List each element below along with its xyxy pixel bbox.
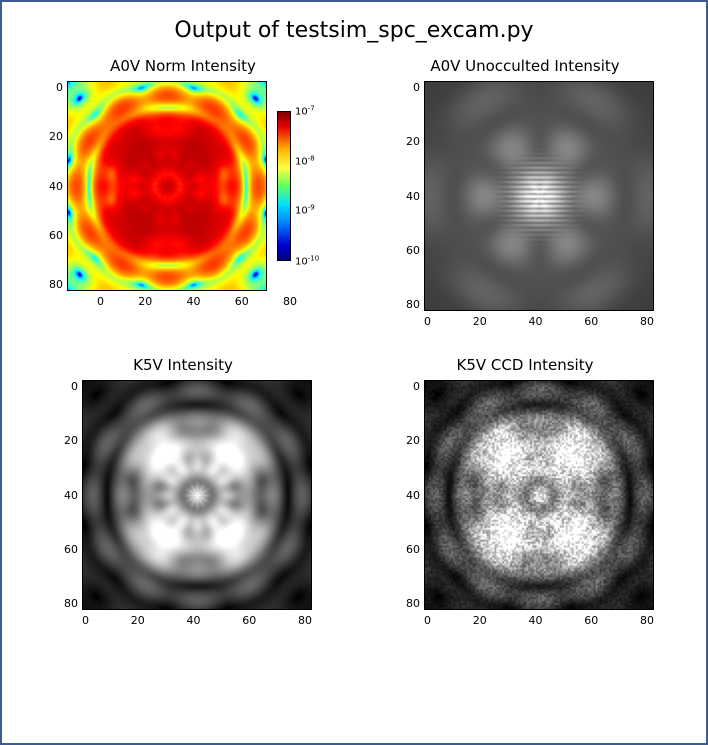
cb-tick-label: 10-7 xyxy=(295,104,315,117)
y-ticks: 0 20 40 60 80 xyxy=(396,81,424,311)
cb-tick-label: 10-8 xyxy=(295,154,315,167)
xtick-label: 0 xyxy=(82,614,89,627)
panel-title: K5V CCD Intensity xyxy=(457,356,594,374)
axes-row: 0 20 40 60 80 xyxy=(362,81,688,311)
xtick-label: 20 xyxy=(131,614,145,627)
xtick-label: 0 xyxy=(97,295,104,308)
ytick-label: 0 xyxy=(56,81,63,94)
ytick-label: 0 xyxy=(413,380,420,393)
subplot-grid: A0V Norm Intensity 0 20 40 60 80 10-7 10… xyxy=(20,57,688,627)
panel-title: A0V Norm Intensity xyxy=(110,57,256,75)
ytick-label: 0 xyxy=(413,81,420,94)
panel-a0v-norm: A0V Norm Intensity 0 20 40 60 80 10-7 10… xyxy=(20,57,346,328)
ytick-label: 40 xyxy=(406,489,420,502)
panel-k5v-ccd: K5V CCD Intensity 0 20 40 60 80 0 20 40 … xyxy=(362,356,688,627)
x-ticks: 0 20 40 60 80 xyxy=(424,315,654,328)
panel-title: A0V Unocculted Intensity xyxy=(430,57,619,75)
xtick-label: 80 xyxy=(298,614,312,627)
xtick-label: 40 xyxy=(529,614,543,627)
ytick-label: 40 xyxy=(406,190,420,203)
colorbar: 10-7 10-8 10-9 10-10 xyxy=(277,81,327,291)
ytick-label: 80 xyxy=(406,597,420,610)
panel-title: K5V Intensity xyxy=(133,356,233,374)
xtick-label: 80 xyxy=(640,315,654,328)
panel-a0v-unocculted: A0V Unocculted Intensity 0 20 40 60 80 0… xyxy=(362,57,688,328)
xtick-label: 20 xyxy=(473,315,487,328)
axes-row: 0 20 40 60 80 xyxy=(20,380,346,610)
x-ticks: 0 20 40 60 80 xyxy=(97,295,297,308)
y-ticks: 0 20 40 60 80 xyxy=(39,81,67,291)
panel-k5v-intensity: K5V Intensity 0 20 40 60 80 0 20 40 60 8… xyxy=(20,356,346,627)
figure-title: Output of testsim_spc_excam.py xyxy=(20,18,688,43)
xtick-label: 40 xyxy=(187,295,201,308)
heatmap-image xyxy=(82,380,312,610)
axes-row: 0 20 40 60 80 10-7 10-8 10-9 10-10 xyxy=(20,81,346,291)
ytick-label: 60 xyxy=(64,543,78,556)
y-ticks: 0 20 40 60 80 xyxy=(396,380,424,610)
cb-tick-label: 10-9 xyxy=(295,203,315,216)
ytick-label: 40 xyxy=(64,489,78,502)
xtick-label: 60 xyxy=(584,614,598,627)
xtick-label: 40 xyxy=(187,614,201,627)
heatmap-image xyxy=(424,81,654,311)
xtick-label: 20 xyxy=(138,295,152,308)
ytick-label: 60 xyxy=(49,229,63,242)
xtick-label: 60 xyxy=(235,295,249,308)
ytick-label: 80 xyxy=(49,278,63,291)
heatmap-image xyxy=(424,380,654,610)
ytick-label: 60 xyxy=(406,543,420,556)
xtick-label: 80 xyxy=(640,614,654,627)
cb-tick-label: 10-10 xyxy=(295,254,319,267)
xtick-label: 80 xyxy=(283,295,297,308)
ytick-label: 20 xyxy=(406,434,420,447)
xtick-label: 40 xyxy=(529,315,543,328)
xtick-label: 20 xyxy=(473,614,487,627)
xtick-label: 0 xyxy=(424,315,431,328)
xtick-label: 60 xyxy=(584,315,598,328)
ytick-label: 40 xyxy=(49,180,63,193)
heatmap-image xyxy=(67,81,267,291)
ytick-label: 60 xyxy=(406,244,420,257)
ytick-label: 80 xyxy=(64,597,78,610)
figure-frame: Output of testsim_spc_excam.py A0V Norm … xyxy=(0,0,708,745)
y-ticks: 0 20 40 60 80 xyxy=(54,380,82,610)
ytick-label: 80 xyxy=(406,298,420,311)
ytick-label: 20 xyxy=(64,434,78,447)
ytick-label: 0 xyxy=(71,380,78,393)
xtick-label: 60 xyxy=(242,614,256,627)
colorbar-gradient xyxy=(277,111,291,261)
ytick-label: 20 xyxy=(406,135,420,148)
x-ticks: 0 20 40 60 80 xyxy=(82,614,312,627)
axes-row: 0 20 40 60 80 xyxy=(362,380,688,610)
x-ticks: 0 20 40 60 80 xyxy=(424,614,654,627)
ytick-label: 20 xyxy=(49,130,63,143)
xtick-label: 0 xyxy=(424,614,431,627)
